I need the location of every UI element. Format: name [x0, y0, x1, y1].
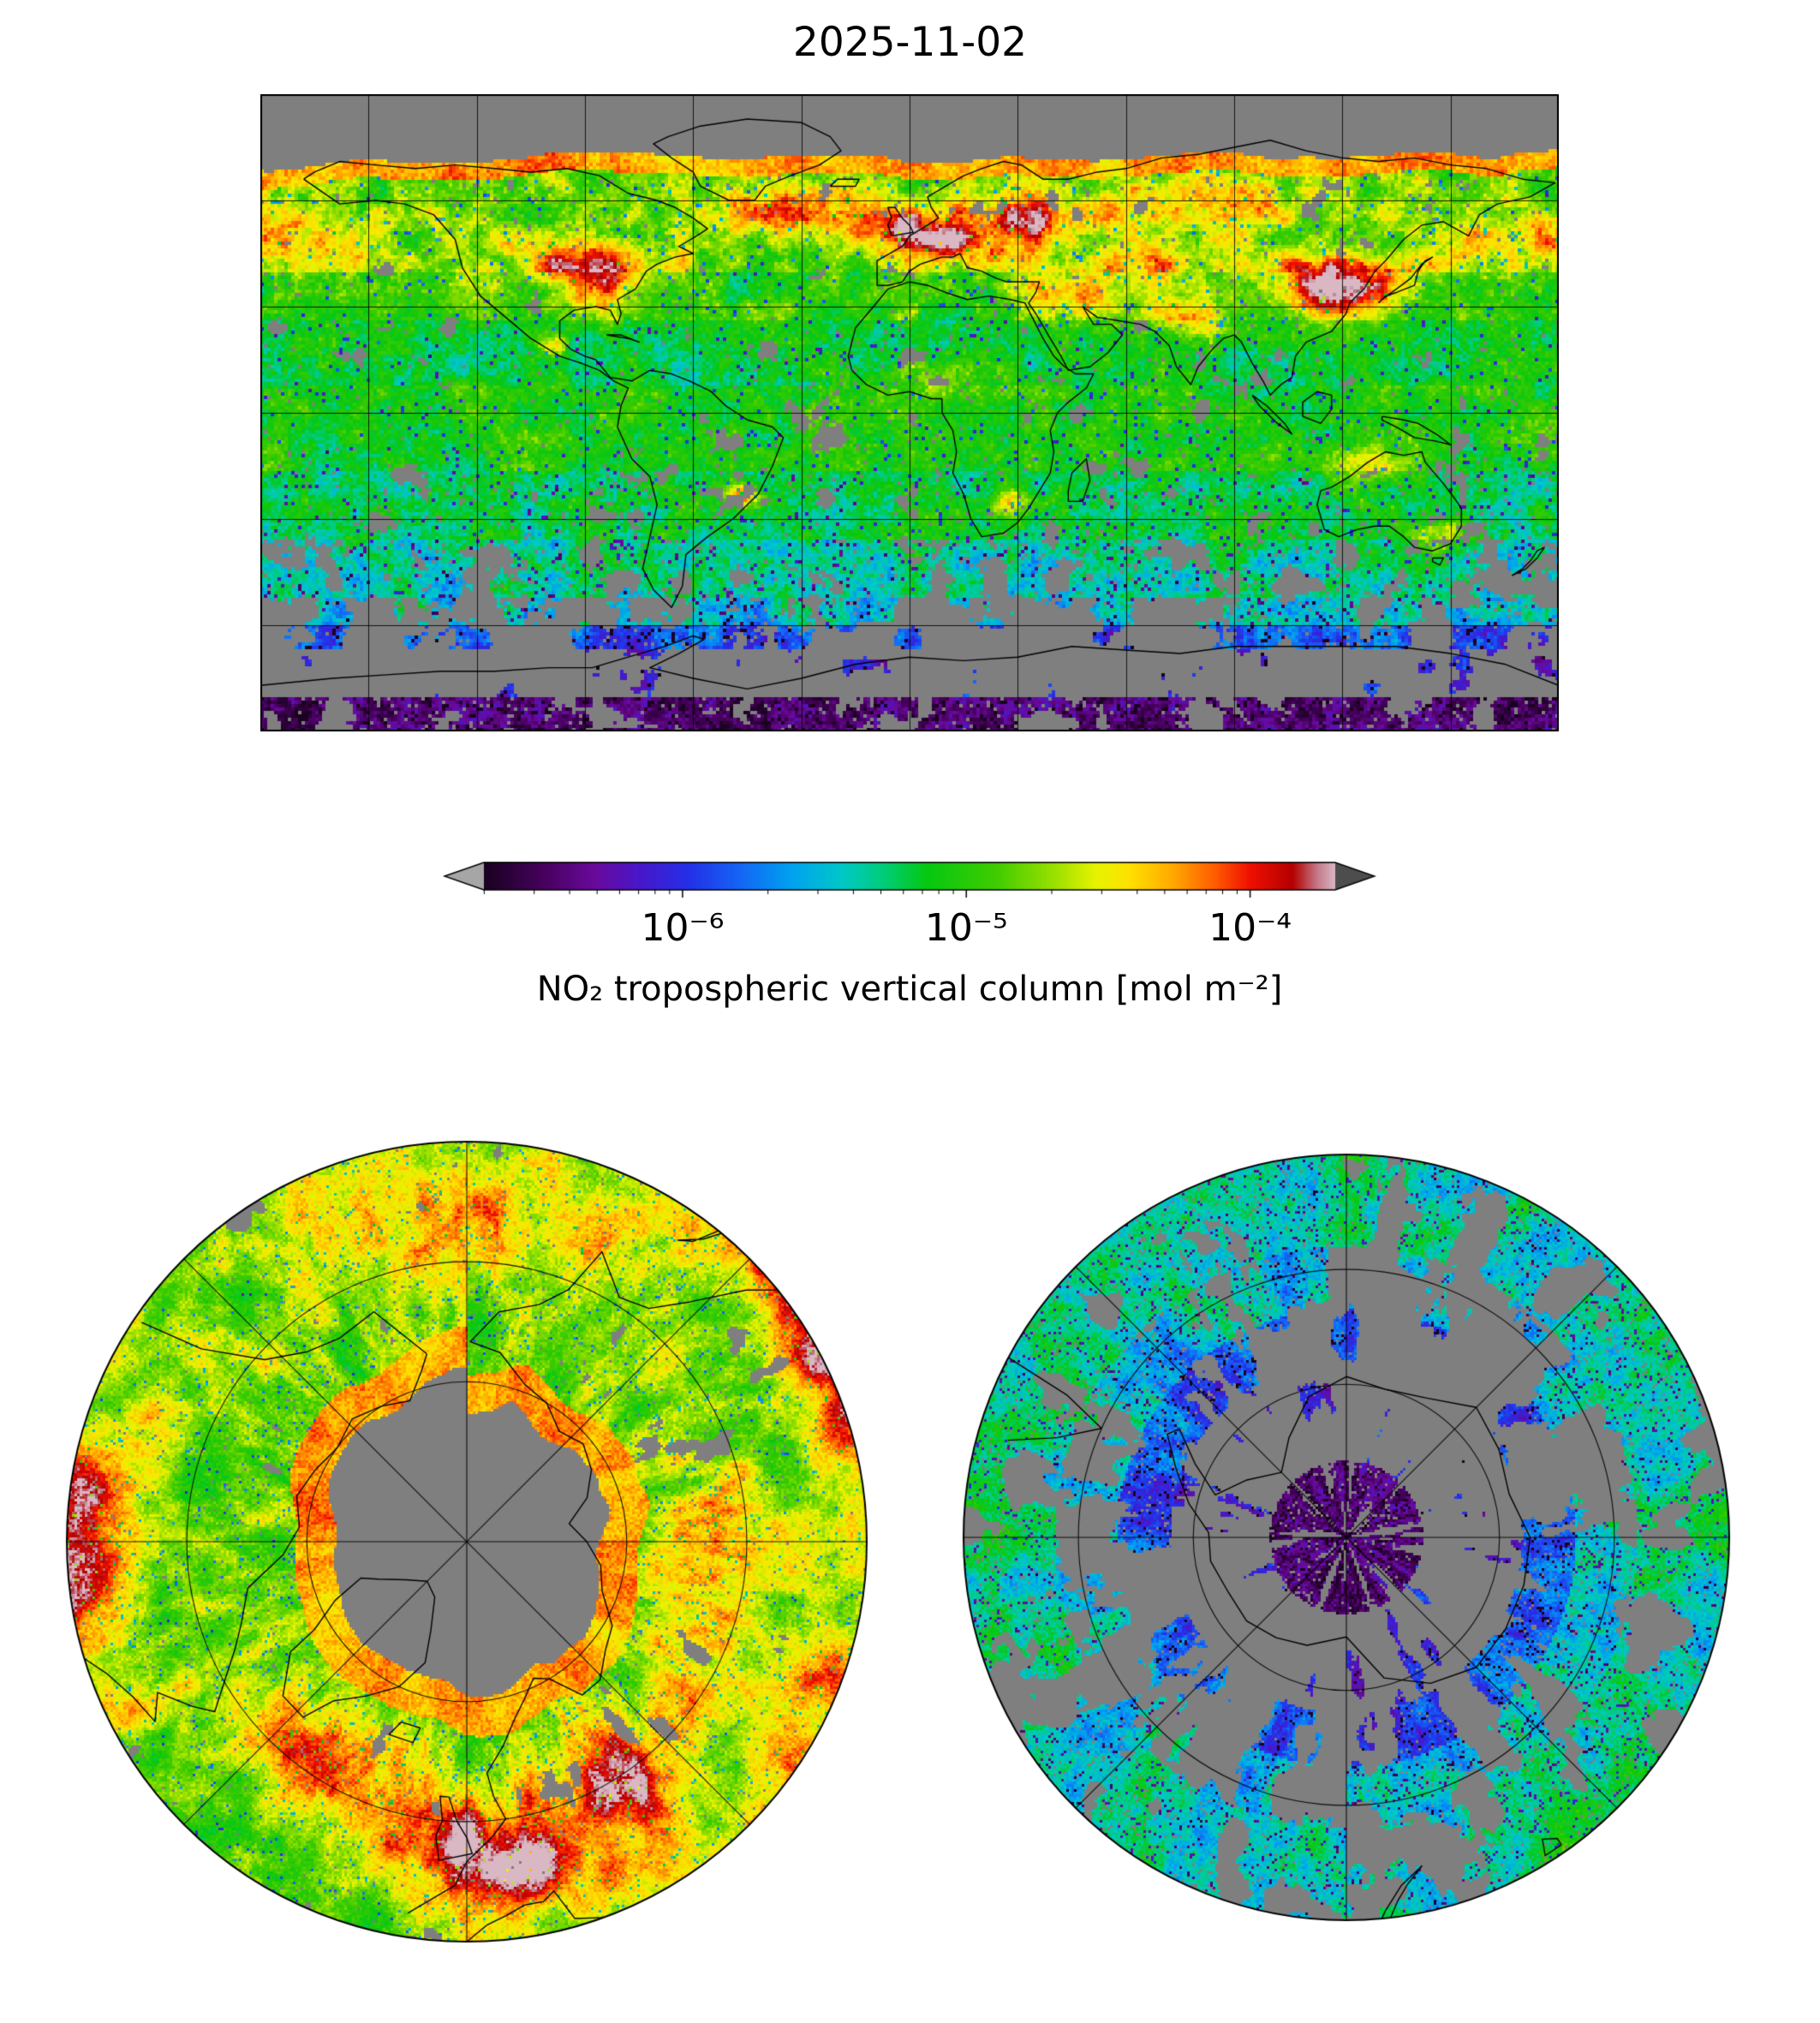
colorbar-canvas [443, 862, 1376, 903]
south-polar-map-canvas [961, 1152, 1732, 1923]
north-polar-map-canvas [64, 1139, 869, 1944]
colorbar: 10⁻⁶ 10⁻⁵ 10⁻⁴ NO₂ tropospheric vertical c… [443, 862, 1376, 1024]
colorbar-label: NO₂ tropospheric vertical column [mol m⁻… [536, 970, 1283, 1009]
global-map-canvas [260, 94, 1559, 731]
colorbar-tick-label: 10⁻⁶ [641, 906, 725, 950]
colorbar-tick-label: 10⁻⁵ [924, 906, 1008, 950]
colorbar-tick-label: 10⁻⁴ [1208, 906, 1292, 950]
figure-title: 2025-11-02 [792, 19, 1028, 66]
